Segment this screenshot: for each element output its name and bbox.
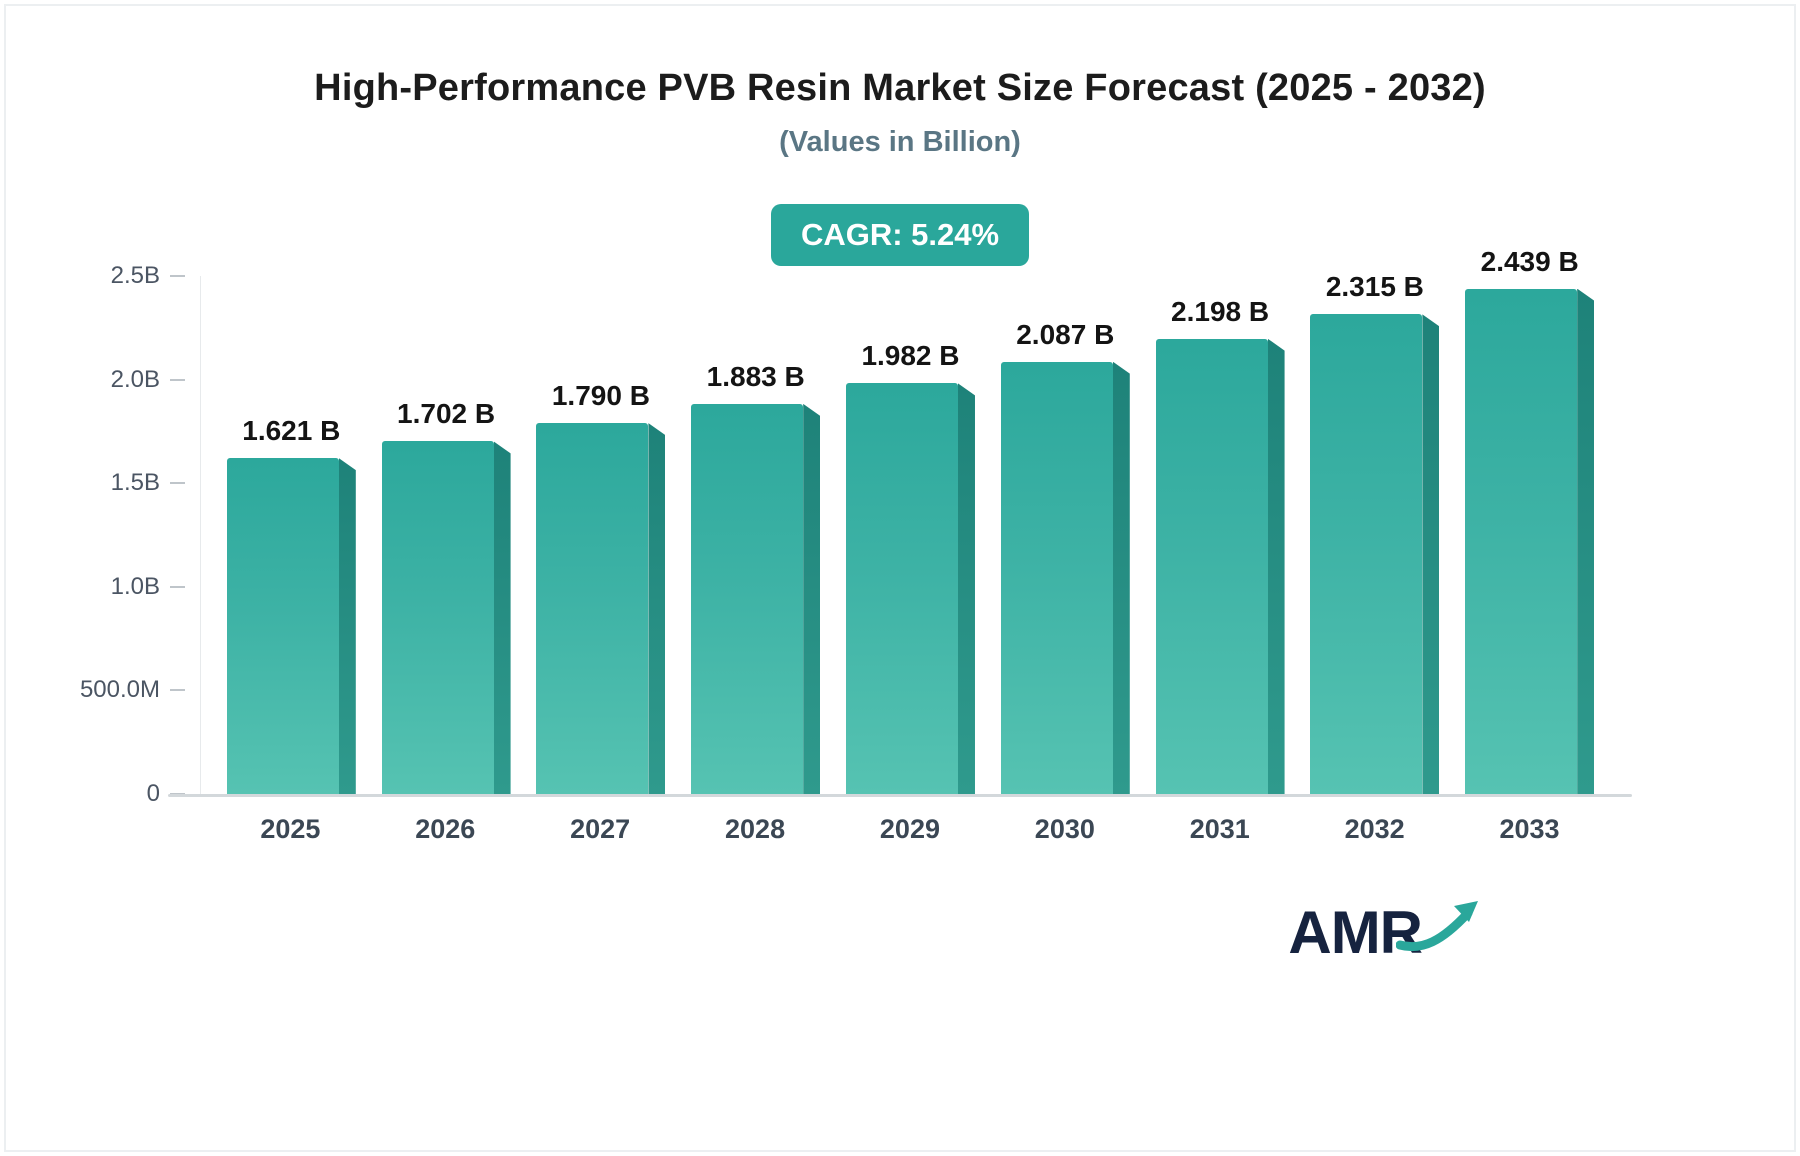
x-axis-label: 2026 bbox=[415, 814, 476, 844]
axis-baseline bbox=[168, 794, 1632, 797]
bar-face bbox=[1465, 288, 1578, 794]
x-axis-label: 2027 bbox=[570, 814, 631, 844]
bar: 2.315 B bbox=[1310, 271, 1440, 794]
bar: 2.087 B bbox=[1000, 319, 1130, 794]
bar-value-label: 1.982 B bbox=[861, 340, 960, 372]
bar-value-label: 2.087 B bbox=[1016, 318, 1115, 350]
x-axis-label: 2033 bbox=[1499, 814, 1560, 844]
bar-value-label: 1.702 B bbox=[397, 398, 496, 430]
bar-side-shade bbox=[1112, 361, 1130, 794]
y-axis-tick-label: 1.5B bbox=[110, 469, 160, 497]
y-axis-tick-label: 1.0B bbox=[110, 572, 160, 600]
logo-arrow-icon bbox=[1396, 900, 1478, 951]
y-axis-tick-mark bbox=[170, 585, 185, 588]
x-axis-label: 2029 bbox=[879, 814, 940, 844]
bar-side-shade bbox=[648, 423, 666, 794]
bar: 1.982 B bbox=[845, 340, 975, 794]
bar: 2.439 B bbox=[1465, 246, 1595, 794]
y-axis-tick: 1.5B bbox=[65, 469, 185, 497]
chart-area: 0 500.0M 1.0B 1.5B 2.0B 2.5B 1.621 B 1.702 B 1.… bbox=[80, 246, 1632, 876]
y-axis-tick: 2.0B bbox=[65, 366, 185, 394]
x-axis-label: 2025 bbox=[260, 814, 321, 844]
y-axis-tick-label: 500.0M bbox=[79, 676, 160, 704]
x-axis-label: 2028 bbox=[725, 814, 786, 844]
bar: 2.198 B bbox=[1155, 296, 1285, 794]
bar-value-label: 1.883 B bbox=[706, 360, 805, 392]
chart-page: High-Performance PVB Resin Market Size F… bbox=[80, 67, 1632, 966]
y-axis-tick-mark bbox=[170, 275, 185, 277]
amr-logo: AMR bbox=[1288, 898, 1482, 967]
bar-side-shade bbox=[957, 383, 975, 794]
x-axis-labels: 2025 2026 2027 2028 2029 2030 2031 2032 2033 bbox=[200, 814, 1620, 845]
page-title: High-Performance PVB Resin Market Size F… bbox=[314, 67, 1486, 109]
y-axis-tick: 2.5B bbox=[65, 262, 185, 290]
bar-face bbox=[1310, 314, 1423, 794]
x-axis-label: 2032 bbox=[1344, 814, 1405, 844]
bar-face bbox=[1000, 361, 1113, 794]
bar-value-label: 2.439 B bbox=[1480, 245, 1579, 277]
bar: 1.702 B bbox=[381, 398, 511, 794]
bar-side-shade bbox=[338, 458, 356, 794]
bar-face bbox=[226, 458, 339, 794]
cagr-badge: CAGR: 5.24% bbox=[770, 204, 1030, 266]
bar-value-label: 1.790 B bbox=[551, 380, 650, 412]
x-axis-label: 2030 bbox=[1034, 814, 1095, 844]
y-axis-tick-label: 2.5B bbox=[110, 262, 160, 289]
bar-face bbox=[845, 383, 958, 794]
y-axis-tick: 1.0B bbox=[65, 573, 185, 601]
bar: 1.621 B bbox=[226, 415, 356, 794]
plot-area: 1.621 B 1.702 B 1.790 B 1.883 B 1.982 B 2.087… bbox=[200, 246, 1620, 794]
y-axis-tick-mark bbox=[170, 482, 185, 485]
bar-face bbox=[1155, 338, 1268, 794]
bar-side-shade bbox=[1422, 314, 1440, 794]
bar-face bbox=[691, 403, 804, 794]
bar-value-label: 1.621 B bbox=[242, 415, 341, 447]
bar-value-label: 2.315 B bbox=[1325, 271, 1424, 303]
bar-side-shade bbox=[803, 403, 821, 794]
bar: 1.790 B bbox=[536, 380, 666, 794]
chart-subtitle: (Values in Billion) bbox=[779, 126, 1021, 158]
bar-side-shade bbox=[1577, 288, 1595, 794]
bar-side-shade bbox=[1267, 338, 1285, 794]
bar: 1.883 B bbox=[691, 361, 821, 794]
y-axis-tick-label: 2.0B bbox=[110, 365, 160, 393]
y-axis-tick-mark bbox=[170, 378, 185, 381]
y-axis-tick-mark bbox=[170, 689, 185, 692]
y-axis-tick-label: 0 bbox=[146, 780, 160, 807]
y-axis-tick: 500.0M bbox=[65, 676, 185, 704]
y-axis: 0 500.0M 1.0B 1.5B 2.0B 2.5B bbox=[80, 262, 185, 807]
bar-face bbox=[536, 423, 649, 794]
bar-side-shade bbox=[493, 441, 511, 794]
y-axis-tick: 0 bbox=[65, 780, 185, 808]
x-axis-label: 2031 bbox=[1189, 814, 1250, 844]
logo-text: AMR bbox=[1288, 899, 1423, 966]
bar-face bbox=[381, 441, 494, 794]
bar-value-label: 2.198 B bbox=[1171, 295, 1270, 327]
